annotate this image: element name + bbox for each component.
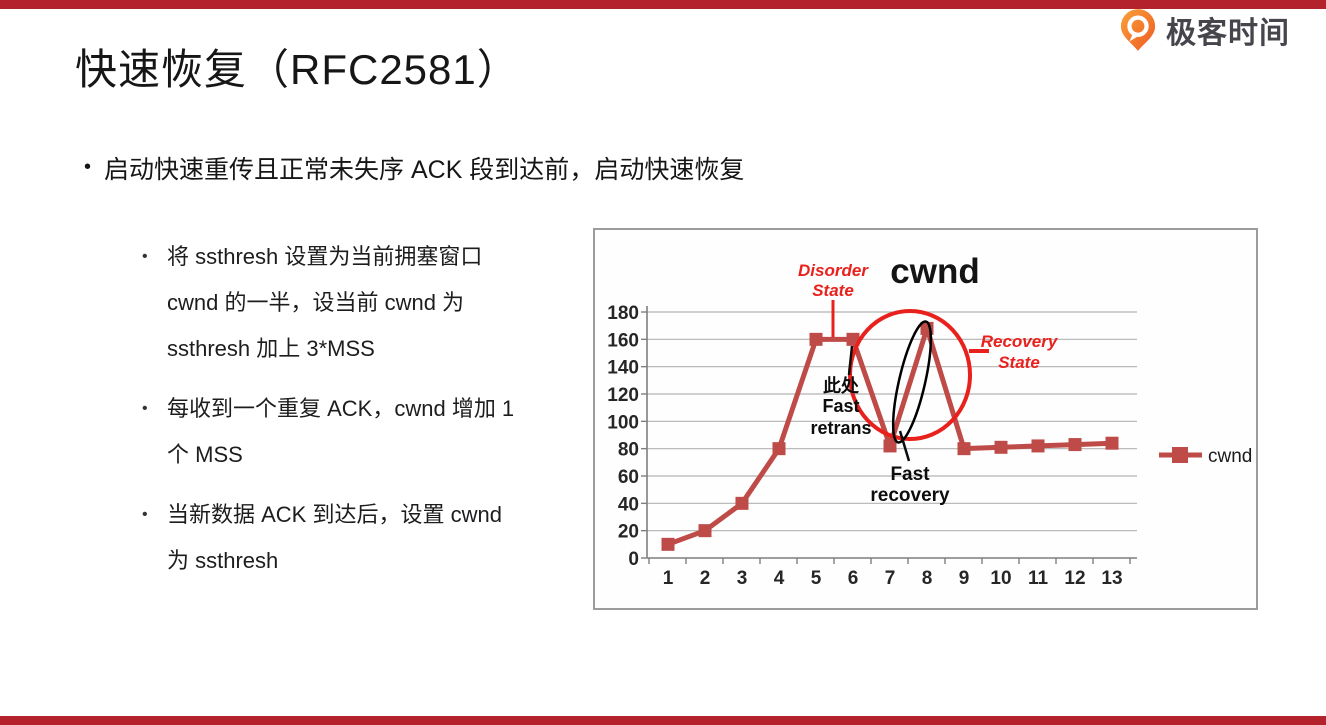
chart-title: cwnd [890,252,979,291]
page-title: 快速恢复（RFC2581） [75,46,520,93]
chart-marker [809,332,823,346]
svg-text:180: 180 [607,303,639,324]
chart-marker [735,496,749,510]
chart-marker [883,439,897,453]
svg-text:Recovery: Recovery [981,332,1059,351]
svg-text:recovery: recovery [870,485,950,506]
svg-text:retrans: retrans [810,418,871,438]
svg-text:Fast: Fast [890,464,930,485]
svg-text:3: 3 [737,568,748,589]
svg-text:140: 140 [607,358,639,379]
svg-text:100: 100 [607,412,639,433]
sub-bullet-text: 当新数据 ACK 到达后，设置 cwnd 为 ssthresh [167,502,502,573]
chart-marker [1105,436,1119,450]
svg-text:7: 7 [885,568,896,589]
bullet-dot-icon: • [142,248,148,265]
main-bullet: • 启动快速重传且正常未失序 ACK 段到达前，启动快速恢复 [84,150,744,186]
logo-text: 极客时间 [1166,17,1290,50]
bullet-dot-icon: • [84,156,92,178]
sub-bullet-text: 每收到一个重复 ACK，cwnd 增加 1 个 MSS [167,396,515,467]
svg-text:0: 0 [628,549,639,570]
chart-legend: cwnd [1159,446,1252,467]
svg-text:40: 40 [618,494,639,515]
sub-bullet-text: 将 ssthresh 设置为当前拥塞窗口 cwnd 的一半，设当前 cwnd 为… [167,244,483,361]
chart-marker [1031,439,1045,453]
geektime-pin-icon [1120,9,1156,51]
svg-text:20: 20 [618,522,639,543]
legend-label: cwnd [1208,446,1252,467]
svg-text:13: 13 [1101,568,1122,589]
top-accent-bar [0,0,1326,9]
svg-text:4: 4 [774,568,785,589]
svg-text:6: 6 [848,568,859,589]
sub-bullet-list: • 将 ssthresh 设置为当前拥塞窗口 cwnd 的一半，设当前 cwnd … [142,234,582,598]
chart-marker [661,537,675,551]
svg-text:11: 11 [1028,568,1049,589]
svg-text:160: 160 [607,330,639,351]
svg-text:9: 9 [959,568,970,589]
chart-axes [641,306,1137,564]
svg-text:此处: 此处 [823,375,860,396]
svg-text:5: 5 [811,568,822,589]
svg-text:8: 8 [922,568,933,589]
svg-text:1: 1 [663,568,674,589]
annotation-fast-retrans-pointer [847,345,854,376]
chart-marker [994,440,1008,454]
legend-marker-icon [1172,447,1188,463]
annotation-recovery-state: Recovery State [981,332,1059,372]
svg-text:10: 10 [990,568,1011,589]
svg-text:State: State [812,281,854,300]
chart-marker [698,524,712,538]
chart-marker [1068,438,1082,452]
svg-text:Disorder: Disorder [798,261,869,280]
list-item: • 将 ssthresh 设置为当前拥塞窗口 cwnd 的一半，设当前 cwnd … [142,234,582,372]
svg-text:60: 60 [618,467,639,488]
list-item: • 当新数据 ACK 到达后，设置 cwnd 为 ssthresh [142,492,582,584]
svg-text:2: 2 [700,568,711,589]
chart-x-axis-labels: 1 2 3 4 5 6 7 8 9 10 11 12 13 [663,568,1123,589]
bullet-dot-icon: • [142,400,148,417]
list-item: • 每收到一个重复 ACK，cwnd 增加 1 个 MSS [142,386,582,478]
geektime-logo: 极客时间 [1119,8,1290,52]
chart-series-cwnd [661,321,1119,551]
chart-marker [772,442,786,456]
bottom-accent-bar [0,716,1326,725]
annotation-fast-recovery-pointer [898,430,911,462]
bullet-dot-icon: • [142,506,148,523]
svg-text:Fast: Fast [822,396,859,416]
svg-text:120: 120 [607,385,639,406]
main-bullet-text: 启动快速重传且正常未失序 ACK 段到达前，启动快速恢复 [104,156,745,184]
svg-text:80: 80 [618,440,639,461]
annotation-growth-ellipse [891,320,933,444]
chart-marker [957,442,971,456]
svg-text:State: State [998,353,1040,372]
chart-y-axis-labels: 0 20 40 60 80 100 120 140 160 180 [607,303,639,570]
svg-text:12: 12 [1064,568,1085,589]
cwnd-chart: 0 20 40 60 80 100 120 140 160 180 1 2 3 4 5 6 7 8 9 10 11 12 1… [593,228,1258,610]
